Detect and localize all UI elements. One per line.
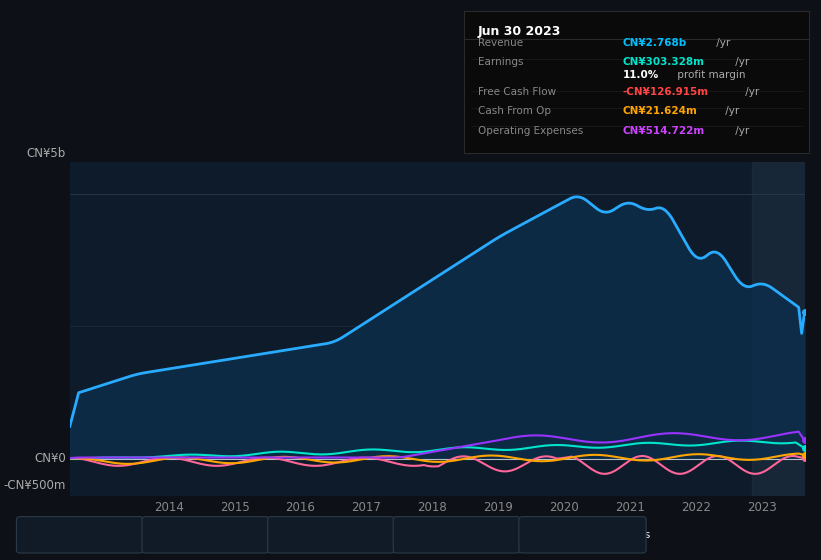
Text: 11.0%: 11.0%: [622, 70, 658, 80]
Text: Revenue: Revenue: [478, 39, 523, 49]
Text: CN¥514.722m: CN¥514.722m: [622, 125, 704, 136]
Text: CN¥303.328m: CN¥303.328m: [622, 57, 704, 67]
Text: /yr: /yr: [742, 87, 759, 97]
Text: -CN¥126.915m: -CN¥126.915m: [622, 87, 709, 97]
Text: ●: ●: [154, 530, 163, 540]
Text: ●: ●: [406, 530, 414, 540]
Text: ●: ●: [531, 530, 539, 540]
Text: Operating Expenses: Operating Expenses: [478, 125, 583, 136]
Text: /yr: /yr: [722, 106, 740, 115]
Text: -CN¥500m: -CN¥500m: [3, 479, 66, 492]
Text: /yr: /yr: [713, 39, 730, 49]
Text: CN¥0: CN¥0: [34, 452, 66, 465]
Text: /yr: /yr: [732, 125, 750, 136]
Text: ●: ●: [280, 530, 288, 540]
Text: profit margin: profit margin: [674, 70, 745, 80]
Text: /yr: /yr: [732, 57, 750, 67]
Text: ●: ●: [29, 530, 37, 540]
Text: Earnings: Earnings: [168, 530, 213, 540]
Text: Free Cash Flow: Free Cash Flow: [294, 530, 372, 540]
Text: Revenue: Revenue: [43, 530, 88, 540]
Text: CN¥2.768b: CN¥2.768b: [622, 39, 686, 49]
Text: Earnings: Earnings: [478, 57, 523, 67]
Text: Cash From Op: Cash From Op: [478, 106, 551, 115]
Text: Cash From Op: Cash From Op: [420, 530, 493, 540]
Bar: [752, 162, 805, 496]
Text: Free Cash Flow: Free Cash Flow: [478, 87, 556, 97]
Text: Jun 30 2023: Jun 30 2023: [478, 25, 561, 38]
Text: CN¥5b: CN¥5b: [26, 147, 66, 160]
Text: Operating Expenses: Operating Expenses: [545, 530, 650, 540]
Text: CN¥21.624m: CN¥21.624m: [622, 106, 697, 115]
